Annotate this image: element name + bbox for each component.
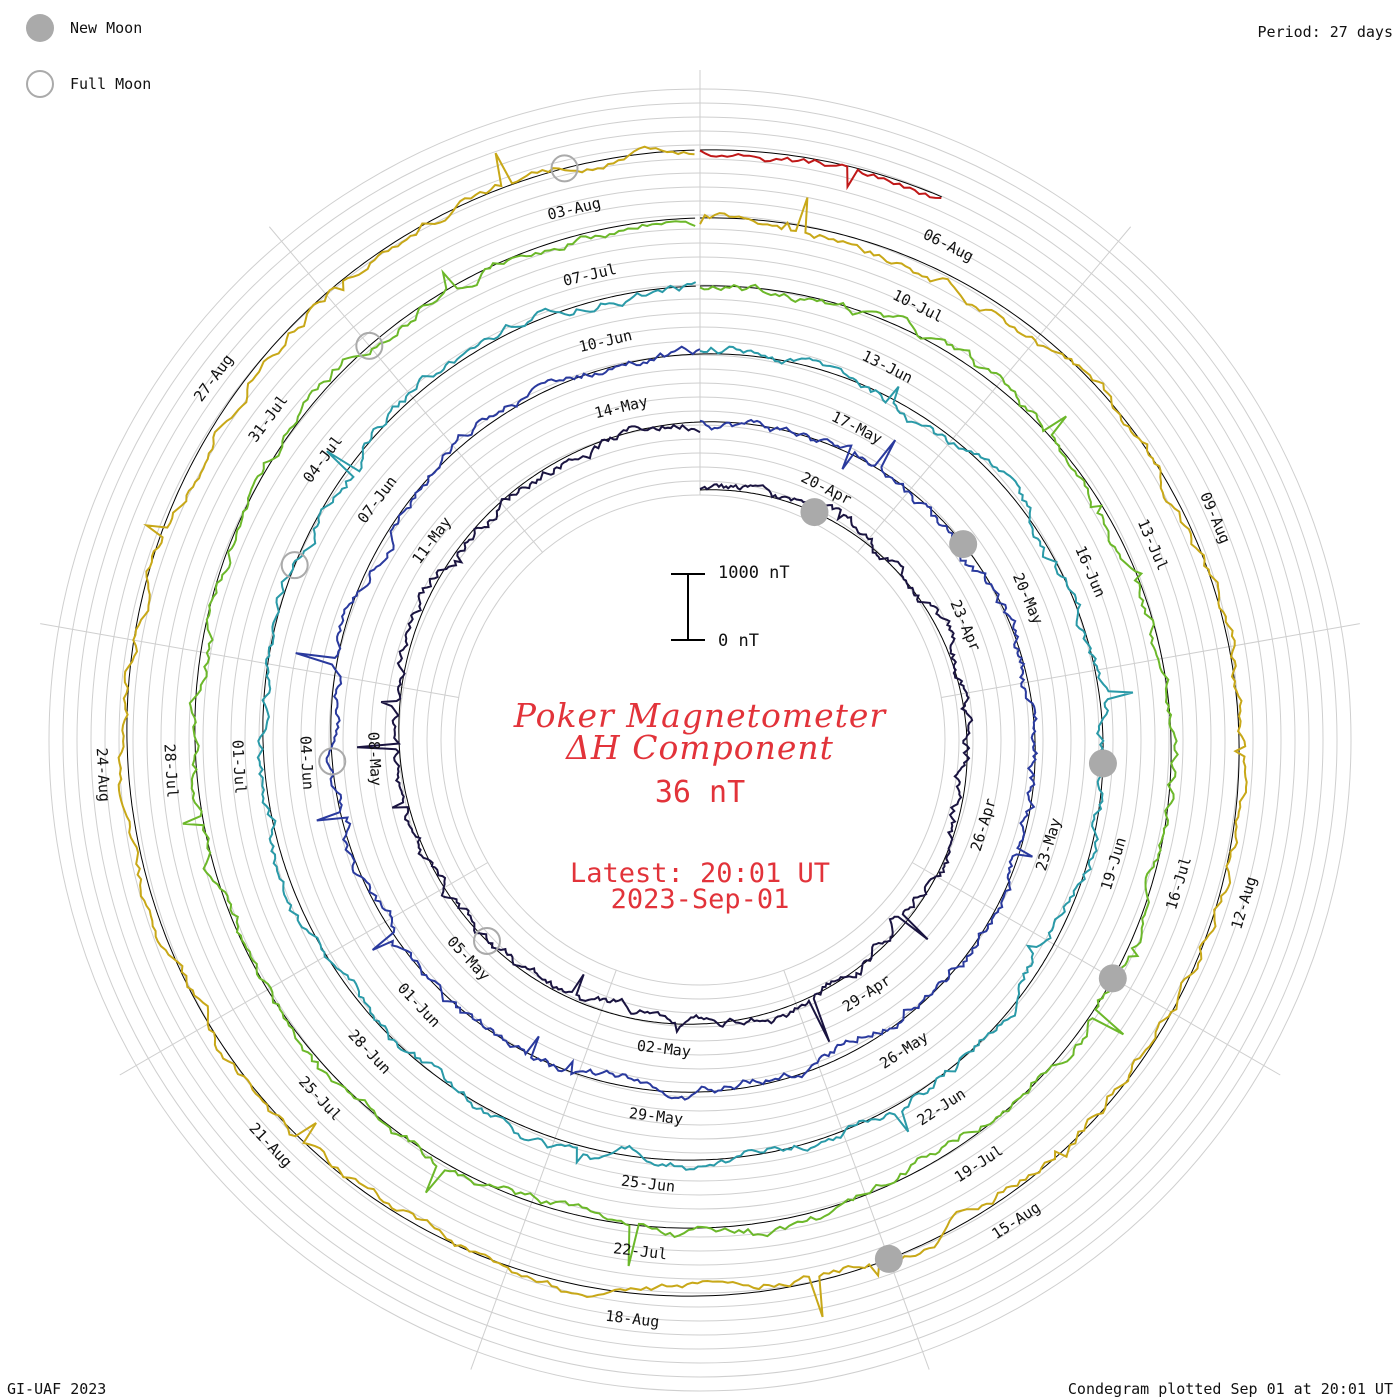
full-moon-marker — [473, 926, 502, 955]
chart-title-line1: Poker Magnetometer — [513, 696, 887, 735]
date-label: 01-Jul — [228, 739, 249, 794]
date-label: 07-Jul — [561, 260, 618, 290]
full-moon-marker — [280, 551, 309, 580]
date-label: 19-Jun — [1097, 835, 1130, 892]
date-label: 24-Aug — [93, 747, 114, 802]
latest-time: Latest: 20:01 UT — [569, 858, 831, 889]
scale-bar — [671, 573, 705, 641]
date-label: 11-May — [408, 513, 455, 567]
trace-series-1 — [357, 423, 974, 1043]
trace-series-2 — [295, 345, 1039, 1101]
grid-radial-line — [268, 226, 543, 553]
new-moon-marker — [874, 1244, 903, 1273]
grid-radial-line — [941, 623, 1360, 698]
grid-radial-line — [119, 862, 489, 1076]
period-label: Period: 27 days — [1257, 23, 1393, 41]
full-moon-icon — [26, 70, 54, 98]
trace-series-5 — [117, 145, 1248, 1318]
date-label: 04-Jun — [296, 735, 317, 790]
chart-title-line2: ΔH Component — [566, 728, 834, 767]
date-label: 25-Jun — [620, 1172, 676, 1196]
legend-new-moon: New Moon — [26, 11, 142, 45]
grid-radial-line — [40, 623, 459, 698]
credit-label: GI-UAF 2023 — [7, 1380, 107, 1398]
date-label: 10-Jun — [577, 326, 634, 356]
trace-series-6 — [699, 149, 942, 199]
grid-radial-line — [783, 970, 930, 1370]
new-moon-icon — [26, 14, 54, 42]
scale-value: 36 nT — [654, 775, 746, 810]
full-moon-marker — [355, 331, 384, 360]
date-label: 06-Aug — [920, 225, 976, 265]
trace-baseline — [699, 149, 942, 198]
new-moon-marker — [949, 530, 978, 559]
date-label: 26-May — [876, 1028, 931, 1073]
trace-series-3 — [256, 281, 1134, 1171]
scale-top-label: 1000 nT — [718, 563, 790, 583]
new-moon-marker — [800, 498, 829, 527]
date-label: 15-Aug — [988, 1198, 1043, 1243]
full-moon-label: Full Moon — [70, 75, 152, 93]
legend-full-moon: Full Moon — [26, 67, 151, 101]
date-label: 10-Jul — [890, 286, 946, 326]
grid-radial-line — [911, 862, 1281, 1076]
plotted-label: Condegram plotted Sep 01 at 20:01 UT — [1067, 1380, 1393, 1398]
full-moon-marker — [318, 747, 347, 776]
date-label: 08-May — [364, 731, 385, 786]
grid-radial-line — [857, 226, 1132, 553]
date-label: 22-Jun — [914, 1085, 969, 1130]
date-label: 23-May — [1032, 816, 1065, 873]
full-moon-marker — [550, 154, 579, 183]
trace-baseline — [262, 285, 1104, 1161]
magnetometer-traces — [117, 145, 1248, 1318]
date-label: 28-Jul — [160, 743, 181, 798]
date-label: 18-Aug — [604, 1307, 660, 1331]
date-label: 20-May — [1009, 570, 1047, 627]
date-label: 29-May — [628, 1104, 684, 1128]
trace-baseline — [398, 421, 968, 1025]
date-label: 13-Jul — [1134, 516, 1172, 573]
new-moon-marker — [1088, 749, 1117, 778]
trace-series-4 — [182, 220, 1179, 1267]
grid-radial-line — [470, 970, 617, 1370]
polar-grid — [40, 70, 1360, 1392]
new-moon-label: New Moon — [70, 19, 143, 37]
latest-date: 2023-Sep-01 — [610, 884, 790, 915]
date-label: 12-Aug — [1227, 874, 1260, 931]
date-label: 03-Aug — [546, 194, 603, 224]
moon-markers — [280, 154, 1127, 1273]
new-moon-marker — [1098, 964, 1127, 993]
date-label: 22-Jul — [612, 1239, 668, 1263]
scale-bottom-label: 0 nT — [718, 631, 759, 651]
date-label: 13-Jun — [859, 347, 915, 387]
